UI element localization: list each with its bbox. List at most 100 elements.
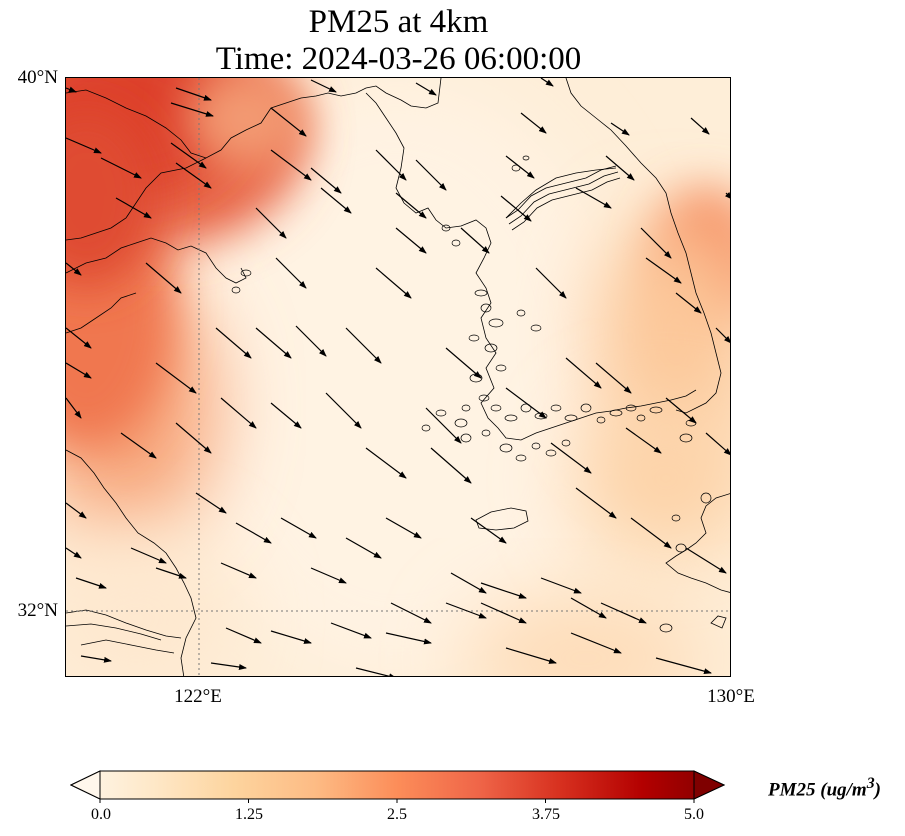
wind-arrow bbox=[215, 327, 252, 359]
wind-arrow bbox=[345, 327, 382, 364]
island-outline bbox=[516, 309, 526, 317]
wind-arrow bbox=[310, 167, 342, 194]
wind-arrow bbox=[600, 602, 647, 624]
colorbar-label-superscript: 3 bbox=[866, 775, 875, 792]
wind-arrow bbox=[605, 155, 635, 181]
island-outline bbox=[545, 449, 557, 457]
wind-arrow bbox=[220, 562, 257, 579]
wind-arrow bbox=[445, 602, 487, 619]
island-outline bbox=[454, 418, 468, 428]
wind-arrow bbox=[480, 602, 527, 624]
island-outline bbox=[435, 409, 447, 417]
map-title-line-2: Time: 2024-03-26 06:00:00 bbox=[215, 41, 582, 77]
wind-arrow bbox=[175, 162, 212, 189]
island-outline bbox=[474, 289, 488, 297]
wind-arrow bbox=[375, 149, 407, 181]
island-outline bbox=[481, 429, 491, 437]
wind-vectors bbox=[66, 78, 730, 676]
wind-arrow bbox=[75, 577, 107, 589]
wind-arrow bbox=[550, 442, 592, 474]
lat-label-32n: 32°N bbox=[17, 600, 58, 621]
wind-arrow bbox=[540, 577, 582, 594]
wind-arrow bbox=[155, 362, 197, 394]
colorbar-low-extend bbox=[70, 770, 101, 800]
wind-arrow bbox=[280, 517, 317, 539]
island-outline bbox=[596, 416, 606, 424]
wind-arrow bbox=[630, 517, 672, 549]
island-outline bbox=[240, 269, 252, 277]
island-outline bbox=[490, 404, 502, 412]
wind-arrow bbox=[255, 207, 287, 239]
island-outline bbox=[451, 239, 461, 247]
island-outline bbox=[441, 224, 451, 232]
island-outline bbox=[659, 623, 673, 633]
wind-arrow bbox=[270, 402, 302, 429]
island-outline bbox=[495, 364, 507, 372]
island-outline bbox=[564, 414, 578, 422]
island-outline bbox=[700, 492, 712, 504]
wind-arrow bbox=[115, 197, 152, 219]
wind-arrow bbox=[270, 107, 307, 137]
colorbar-label-close: ) bbox=[874, 779, 881, 801]
wind-arrow bbox=[685, 547, 727, 574]
wind-arrow bbox=[210, 662, 247, 670]
wind-arrow bbox=[610, 122, 630, 136]
wind-arrow bbox=[325, 392, 362, 429]
wind-arrow bbox=[450, 572, 487, 594]
wind-arrow bbox=[320, 187, 352, 214]
island-outline bbox=[421, 424, 431, 432]
sw-korea-islands bbox=[231, 155, 712, 633]
island-outline bbox=[468, 334, 480, 342]
wind-arrow bbox=[330, 622, 372, 639]
wind-arrow bbox=[395, 192, 427, 219]
colorbar bbox=[70, 770, 726, 803]
wind-arrow bbox=[80, 655, 112, 663]
wind-arrow bbox=[415, 82, 437, 96]
island-outline bbox=[515, 454, 527, 462]
wind-arrow bbox=[100, 157, 142, 179]
wind-arrow bbox=[675, 292, 702, 314]
wind-arrow bbox=[575, 187, 612, 209]
island-outline bbox=[499, 443, 513, 453]
wind-arrow bbox=[640, 227, 672, 259]
colorbar-high-extend bbox=[693, 770, 726, 800]
colorbar-label-text: PM25 (ug/m bbox=[768, 779, 867, 801]
wind-arrow bbox=[570, 597, 607, 619]
wind-arrow bbox=[225, 627, 262, 644]
wind-arrow bbox=[575, 487, 617, 519]
wind-arrow bbox=[195, 492, 227, 514]
island-outline bbox=[530, 324, 542, 332]
wind-arrow bbox=[505, 155, 535, 179]
map-title-line-1: PM25 at 4km bbox=[308, 4, 489, 40]
gridlines bbox=[66, 78, 730, 676]
wind-arrow bbox=[275, 257, 307, 289]
wind-arrow bbox=[310, 79, 337, 93]
wind-arrow bbox=[645, 257, 682, 284]
colorbar-body bbox=[70, 770, 726, 800]
island-outline bbox=[636, 414, 646, 422]
island-outline bbox=[561, 439, 571, 447]
wind-arrow bbox=[724, 191, 730, 200]
island-outline bbox=[504, 414, 518, 422]
island-outline bbox=[531, 442, 541, 450]
wind-arrow bbox=[565, 357, 602, 389]
wind-arrow bbox=[395, 227, 427, 254]
colorbar-tick-label: 0.0 bbox=[91, 806, 111, 823]
wind-arrow bbox=[155, 567, 187, 579]
island-outline bbox=[671, 514, 681, 522]
wind-arrow bbox=[390, 602, 432, 624]
wind-arrow bbox=[355, 667, 397, 676]
wind-arrow bbox=[220, 397, 257, 429]
wind-arrow bbox=[310, 567, 347, 584]
lat-label-40n: 40°N bbox=[17, 67, 58, 88]
wind-arrow bbox=[480, 582, 527, 599]
wind-arrow bbox=[500, 195, 532, 222]
island-outline bbox=[480, 303, 492, 313]
wind-arrow bbox=[625, 427, 662, 454]
wind-arrow bbox=[66, 262, 82, 276]
wind-arrow bbox=[295, 325, 327, 357]
lon-label-122e: 122°E bbox=[174, 686, 222, 707]
wind-arrow bbox=[570, 632, 622, 654]
wind-arrow bbox=[460, 227, 490, 254]
wind-arrow bbox=[255, 327, 292, 359]
